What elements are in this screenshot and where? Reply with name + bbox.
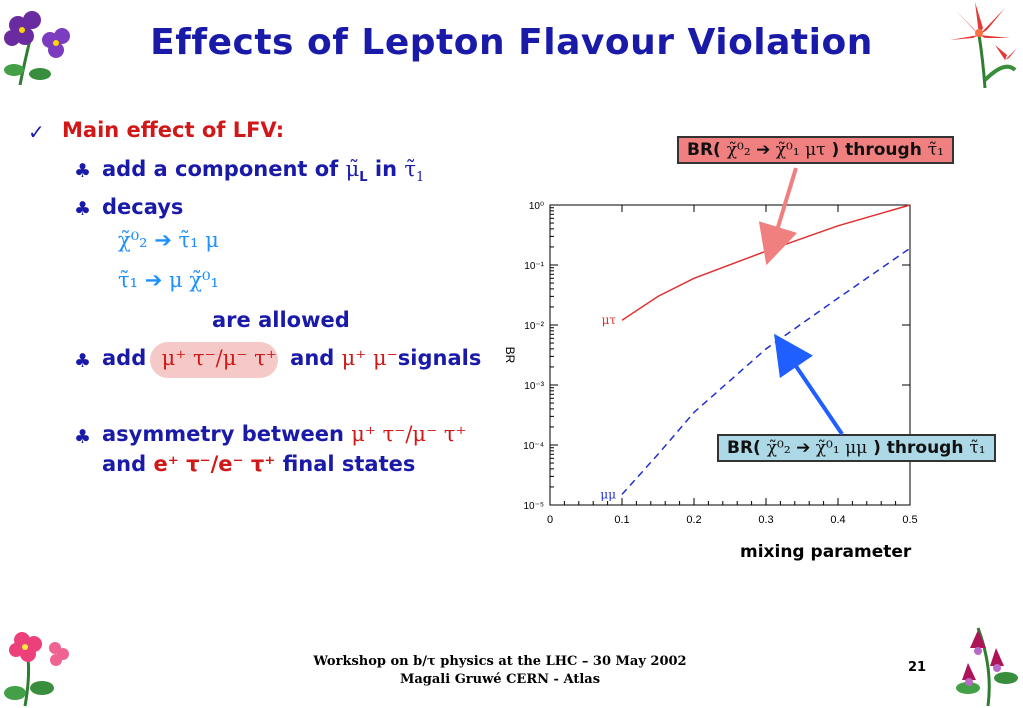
callout-top-prefix: BR( bbox=[687, 140, 721, 160]
callout-br-mumu: BR( χ̃⁰₂ ➔ χ̃⁰₁ μμ ) through τ̃₁ bbox=[717, 434, 996, 462]
club-bullet-icon: ♣ bbox=[74, 426, 92, 448]
series-label-mumu: μμ bbox=[600, 487, 616, 501]
decay-chi2-to-stau: χ̃⁰₂ ➔ τ̃₁ μ bbox=[118, 228, 219, 252]
x-tick-label: 0 bbox=[547, 514, 553, 526]
page-number: 21 bbox=[908, 660, 927, 675]
club-bullet-icon: ♣ bbox=[74, 198, 92, 220]
add-word: add bbox=[102, 346, 147, 370]
arrow-to-mutau-curve bbox=[758, 167, 798, 266]
bullet-decays: decays bbox=[102, 195, 184, 219]
and-word: and bbox=[290, 346, 335, 370]
bullet-add-signals: add μ⁺ τ⁻/μ⁻ τ⁺ and μ⁺ μ⁻signals bbox=[102, 346, 481, 370]
callout-bottom-suffix: ) through bbox=[873, 438, 964, 458]
y-tick-label: 10⁻⁴ bbox=[523, 441, 544, 452]
lily-flower-icon bbox=[950, 2, 1017, 89]
footer-author: Magali Gruwé CERN - Atlas bbox=[399, 672, 601, 687]
asymmetry-text: asymmetry between bbox=[102, 422, 344, 446]
x-tick-label: 0.2 bbox=[686, 514, 701, 526]
are-allowed-text: are allowed bbox=[212, 308, 350, 332]
mu-tau-signals: μ⁺ τ⁻/μ⁻ τ⁺ bbox=[161, 346, 277, 370]
final-states-text: final states bbox=[282, 452, 416, 476]
callout-bottom-expr: χ̃⁰₂ ➔ χ̃⁰₁ μμ bbox=[766, 438, 868, 458]
mu-subscript: L bbox=[359, 170, 368, 186]
y-tick-label: 10⁻³ bbox=[524, 381, 544, 392]
callout-top-expr: χ̃⁰₂ ➔ χ̃⁰₁ μτ bbox=[726, 140, 826, 160]
callout-bottom-prefix: BR( bbox=[727, 438, 761, 458]
x-tick-label: 0.1 bbox=[614, 514, 629, 526]
y-tick-label: 10⁰ bbox=[529, 201, 544, 212]
checkmark-icon: ✓ bbox=[28, 120, 45, 144]
club-bullet-icon: ♣ bbox=[74, 350, 92, 372]
signals-word: signals bbox=[397, 346, 482, 370]
in-word: in bbox=[374, 157, 398, 181]
asym-mu-tau: μ⁺ τ⁻/μ⁻ τ⁺ bbox=[351, 422, 467, 446]
violet-flower-icon bbox=[4, 11, 70, 86]
br-vs-mixing-chart: 00.10.20.30.40.510⁻⁵10⁻⁴10⁻³10⁻²10⁻¹10⁰δ… bbox=[503, 201, 918, 526]
x-tick-label: 0.5 bbox=[902, 514, 917, 526]
tau-subscript: 1 bbox=[415, 170, 425, 186]
highlight-pill bbox=[150, 342, 278, 378]
callout-top-suffix: ) through bbox=[831, 140, 922, 160]
club-bullet-icon: ♣ bbox=[74, 160, 92, 182]
bullet-component: add a component of μ̃L in τ̃1 bbox=[102, 157, 424, 185]
mu-tilde-symbol: μ̃ bbox=[345, 157, 360, 181]
bullet-asymmetry: asymmetry between μ⁺ τ⁻/μ⁻ τ⁺ bbox=[102, 422, 467, 446]
series-line-mutau bbox=[621, 204, 911, 321]
fuchsia-flower-icon bbox=[956, 627, 1018, 707]
arrow-to-mumu-curve bbox=[774, 333, 844, 436]
x-tick-label: 0.3 bbox=[758, 514, 773, 526]
x-tick-label: 0.4 bbox=[830, 514, 845, 526]
callout-bottom-stau: τ̃₁ bbox=[969, 438, 986, 458]
plot-frame bbox=[549, 204, 911, 506]
decay-stau-to-chi1: τ̃₁ ➔ μ χ̃⁰₁ bbox=[118, 268, 219, 292]
y-axis-label: BR bbox=[503, 347, 517, 364]
series-line-mumu bbox=[621, 247, 911, 495]
main-effect-heading: Main effect of LFV: bbox=[62, 118, 285, 142]
asym-e-tau: e⁺ τ⁻/e⁻ τ⁺ bbox=[153, 452, 276, 476]
bullet-asymmetry-line2: and e⁺ τ⁻/e⁻ τ⁺ final states bbox=[102, 452, 415, 476]
footer-workshop: Workshop on b/τ physics at the LHC – 30 … bbox=[313, 654, 687, 669]
slide-title: Effects of Lepton Flavour Violation bbox=[150, 22, 873, 63]
pink-flower-icon bbox=[4, 632, 69, 707]
and-word: and bbox=[102, 452, 147, 476]
tau-tilde-symbol: τ̃ bbox=[404, 157, 416, 181]
bullet-component-text: add a component of bbox=[102, 157, 339, 181]
callout-top-stau: τ̃₁ bbox=[927, 140, 944, 160]
y-tick-label: 10⁻² bbox=[524, 321, 544, 332]
mixing-parameter-label: mixing parameter bbox=[740, 542, 912, 562]
y-tick-label: 10⁻¹ bbox=[524, 261, 544, 272]
y-tick-label: 10⁻⁵ bbox=[523, 501, 544, 512]
series-label-mutau: μτ bbox=[602, 313, 617, 327]
mu-mu-signals: μ⁺ μ⁻ bbox=[341, 346, 398, 370]
callout-br-mutau: BR( χ̃⁰₂ ➔ χ̃⁰₁ μτ ) through τ̃₁ bbox=[677, 136, 954, 164]
